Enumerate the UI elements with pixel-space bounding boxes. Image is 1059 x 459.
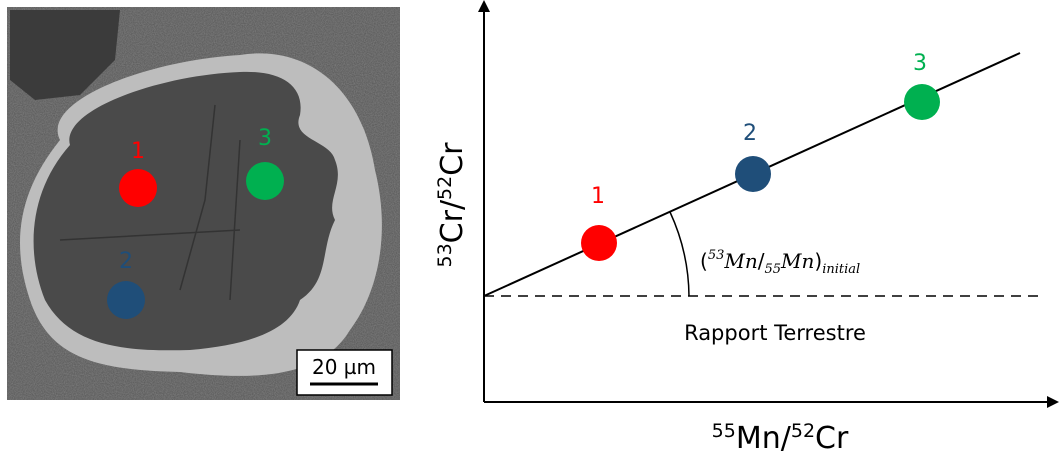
diagram: 1 2 3 (53Mn/55Mn)initial Rapport Terrest… xyxy=(434,0,1059,456)
slope-annotation: (53Mn/55Mn)initial xyxy=(700,248,860,277)
point-2 xyxy=(735,156,771,192)
sup: 55 xyxy=(712,420,736,442)
scale-box xyxy=(296,349,393,396)
scale-label: 20 µm xyxy=(312,355,376,379)
paren: ( xyxy=(700,249,708,273)
element: Mn xyxy=(780,249,814,273)
y-arrow xyxy=(478,0,490,12)
label-part: Mn/ xyxy=(736,421,792,456)
label-part: Cr/ xyxy=(435,199,470,243)
spot-2 xyxy=(107,281,145,319)
spot-1 xyxy=(119,169,157,207)
y-axis-label: 53Cr/52Cr xyxy=(434,142,470,268)
angle-arc xyxy=(669,211,690,297)
spot-label: 1 xyxy=(131,139,145,164)
dark-grain xyxy=(10,10,120,100)
sup: 53 xyxy=(434,243,456,267)
spot-3 xyxy=(246,162,284,200)
paren: ) xyxy=(814,249,822,273)
point-3 xyxy=(904,84,940,120)
micrograph xyxy=(7,7,400,400)
point-label: 1 xyxy=(591,184,605,209)
point-label: 2 xyxy=(743,121,757,146)
spot-label: 3 xyxy=(258,126,272,151)
sub: initial xyxy=(822,262,860,277)
x-axis-label: 55Mn/52Cr xyxy=(712,420,849,456)
label-part: Cr xyxy=(815,421,849,456)
core xyxy=(33,71,338,351)
point-1 xyxy=(581,225,617,261)
sup: 53 xyxy=(708,248,725,263)
point-label: 3 xyxy=(913,51,927,76)
sup: 52 xyxy=(434,176,456,200)
slash: / xyxy=(758,249,765,273)
cracks xyxy=(59,104,241,301)
spot-label: 2 xyxy=(119,249,133,274)
sup: 52 xyxy=(791,420,815,442)
label-part: Cr xyxy=(435,142,470,176)
sub: 55 xyxy=(764,262,781,277)
x-arrow xyxy=(1047,396,1059,408)
element: Mn xyxy=(723,249,757,273)
baseline-label: Rapport Terrestre xyxy=(684,321,866,345)
